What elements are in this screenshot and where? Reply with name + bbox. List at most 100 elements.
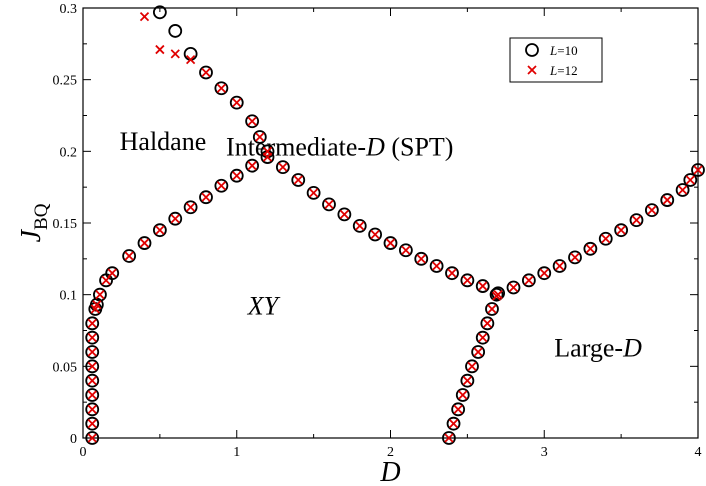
axes: 0 1 2 3 4 0 0.05 0.1 0.15 0.2 0.25 0.3 D JBQ — [16, 2, 702, 486]
data-point-circle — [583, 241, 598, 256]
data-point-circle — [214, 178, 229, 193]
data-point-circle — [629, 213, 644, 228]
data-point-x — [139, 238, 150, 248]
data-point-x — [647, 205, 657, 215]
data-point-x-stroke-b — [554, 261, 565, 271]
data-point-circle — [275, 160, 290, 175]
data-point-circle — [214, 81, 229, 96]
data-point-x — [247, 116, 257, 126]
data-point-x-stroke-b — [447, 268, 457, 278]
data-point-x-stroke-b — [124, 251, 134, 261]
data-point-circle — [229, 95, 244, 110]
data-point-x-stroke-b — [155, 44, 165, 55]
legend-label: L=12 — [549, 63, 578, 78]
data-point-x-stroke-b — [95, 290, 105, 300]
data-point-x — [232, 171, 242, 181]
data-point-circle — [442, 431, 456, 445]
data-point-x — [87, 404, 97, 414]
data-point-x-stroke-b — [462, 376, 473, 386]
x-axis-title: D — [379, 457, 400, 486]
data-point-x-stroke-b — [201, 67, 211, 78]
x-tick-label: 1 — [233, 445, 240, 460]
phase-label-italic: XY — [247, 292, 281, 321]
data-point-x-stroke-b — [616, 225, 626, 235]
legend-label-value: =12 — [557, 63, 577, 78]
data-point-x — [216, 83, 227, 93]
data-points — [85, 5, 705, 445]
data-point-x-stroke-b — [216, 83, 227, 93]
data-point-x — [447, 268, 457, 278]
data-point-x — [87, 419, 97, 429]
data-point-x-stroke-b — [139, 238, 150, 248]
data-point-x-stroke-b — [255, 132, 265, 142]
data-point-x-stroke-b — [87, 318, 97, 328]
data-point-circle — [455, 388, 470, 402]
data-point-x — [478, 333, 488, 343]
data-point-x-stroke-b — [247, 116, 257, 126]
data-point-circle — [480, 316, 495, 331]
data-point-x — [370, 229, 380, 240]
data-point-circle — [368, 227, 383, 242]
data-point-x-stroke-b — [647, 205, 657, 215]
phase-label-prefix: Intermediate- — [226, 133, 366, 162]
data-point-x — [685, 175, 695, 185]
data-point-x — [139, 11, 150, 22]
data-point-x — [448, 419, 459, 429]
data-point-circle — [245, 158, 260, 173]
y-tick-label: 0.3 — [60, 2, 78, 17]
data-point-x — [401, 245, 411, 255]
data-point-x-stroke-b — [401, 245, 411, 255]
data-point-circle — [691, 163, 705, 177]
data-point-x-stroke-b — [570, 252, 580, 263]
legend-label-value: =10 — [557, 43, 577, 58]
data-point-x-stroke-b — [247, 161, 257, 171]
data-point-circle — [122, 249, 137, 263]
data-point-x-stroke-b — [232, 97, 242, 108]
data-point-x — [478, 281, 488, 291]
data-point-circle — [85, 388, 100, 402]
data-point-x — [201, 67, 211, 78]
x-tick-label: 4 — [695, 445, 702, 460]
data-point-x — [95, 290, 105, 300]
data-point-x-stroke-b — [444, 433, 454, 443]
data-point-x-stroke-b — [262, 146, 273, 156]
data-point-x — [431, 261, 442, 271]
legend-label-var: L — [549, 63, 557, 78]
data-point-x-stroke-b — [473, 347, 483, 357]
data-point-x — [87, 390, 97, 400]
data-point-x — [508, 282, 519, 293]
data-point-x-stroke-b — [685, 175, 695, 185]
legend-label-var: L — [549, 43, 557, 58]
data-point-circle — [683, 173, 698, 187]
data-point-x — [308, 188, 319, 198]
data-point-x-stroke-b — [92, 300, 102, 310]
data-point-circle — [506, 280, 521, 295]
data-point-circle — [183, 200, 198, 215]
data-point-x-stroke-b — [201, 192, 211, 202]
data-point-circle — [644, 203, 659, 218]
data-point-x-stroke-b — [139, 11, 150, 22]
data-point-x — [462, 275, 473, 285]
data-point-x — [262, 146, 273, 156]
data-point-x-stroke-b — [87, 333, 97, 343]
data-point-circle — [614, 223, 629, 238]
legend-marker-circle — [525, 43, 539, 57]
data-point-circle — [475, 330, 490, 345]
phase-label: Haldane — [120, 127, 207, 156]
data-point-x-stroke-b — [631, 215, 642, 225]
data-point-x-stroke-b — [216, 181, 227, 191]
data-point-x — [473, 347, 483, 357]
data-point-circle — [521, 273, 536, 288]
data-point-x — [87, 333, 97, 343]
data-point-x — [693, 165, 703, 175]
data-point-x-stroke-b — [107, 268, 117, 278]
data-point-x-stroke-b — [87, 376, 97, 386]
data-point-circle — [598, 231, 613, 246]
data-point-x-stroke-b — [185, 202, 196, 212]
data-point-x-stroke-b — [232, 171, 242, 181]
data-point-x — [247, 161, 257, 171]
data-point-circle — [429, 259, 444, 273]
data-point-x — [631, 215, 642, 225]
data-point-x-stroke-b — [601, 234, 611, 244]
